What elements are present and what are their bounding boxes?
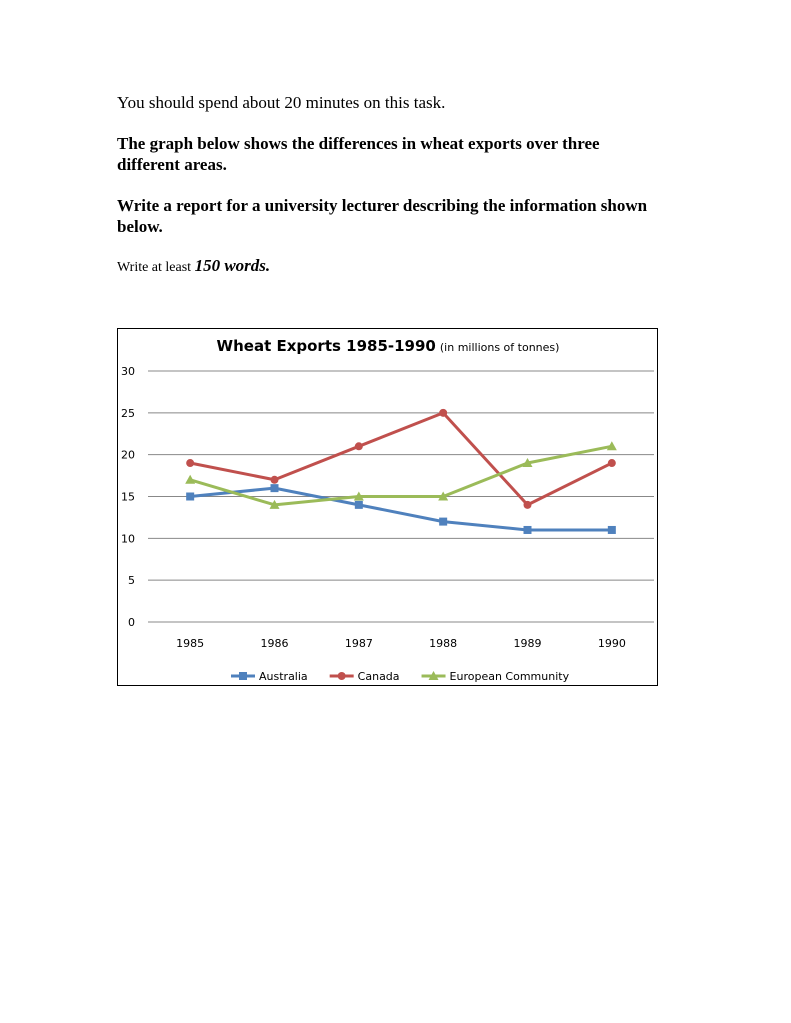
australia-legend-label: Australia [259,670,308,683]
european-community-legend-marker [428,671,439,680]
x-tick-label: 1990 [598,637,626,650]
australia-point [607,525,616,534]
canada-point [186,459,195,468]
australia-legend-marker [239,672,247,680]
australia-point [354,500,363,509]
y-tick-label: 25 [121,407,135,420]
canada-point [523,500,532,509]
word-count-instruction: Write at least 150 words. [117,256,270,276]
european-community-legend-label: European Community [450,670,570,683]
australia-point [186,492,195,501]
task-instruction: Write a report for a university lecturer… [117,196,648,236]
chart-title-group: Wheat Exports 1985-1990 (in millions of t… [217,337,560,355]
chart-svg: Wheat Exports 1985-1990 (in millions of t… [121,337,654,683]
australia-point [523,525,532,534]
canada-point [439,408,448,417]
x-tick-label: 1987 [345,637,373,650]
chart-title: Wheat Exports 1985-1990 [217,337,436,355]
european-community-line [189,444,613,507]
x-tick-label: 1989 [514,637,542,650]
australia-line [190,486,612,532]
x-tick-label: 1988 [429,637,457,650]
european-community-point [522,458,533,468]
australia-point [270,484,279,493]
canada-line [189,411,613,507]
australia-point [439,517,448,526]
line-chart: Wheat Exports 1985-1990 (in millions of t… [117,328,658,686]
word-count-prefix: Write at least [117,260,195,275]
graph-description: The graph below shows the differences in… [117,134,600,174]
canada-legend-marker [337,672,346,680]
canada-legend-label: Canada [358,670,400,683]
european-community-point [606,441,617,451]
canada-point [607,459,616,468]
canada-point [270,475,279,484]
word-count-value: 150 words. [194,256,271,275]
canada-point [354,442,363,451]
time-instruction: You should spend about 20 minutes on thi… [117,93,446,112]
x-tick-label: 1985 [176,637,204,650]
european-community-point [353,491,364,501]
x-tick-label: 1986 [261,637,289,650]
y-tick-label: 10 [121,532,135,545]
european-community-point [269,499,280,509]
y-tick-label: 5 [128,574,135,587]
y-tick-label: 0 [128,616,135,629]
y-tick-label: 20 [121,449,135,462]
chart-subtitle: (in millions of tonnes) [440,341,560,354]
european-community-point [185,474,196,484]
y-tick-label: 30 [121,365,135,378]
y-tick-label: 15 [121,491,135,504]
european-community-point [438,491,449,501]
